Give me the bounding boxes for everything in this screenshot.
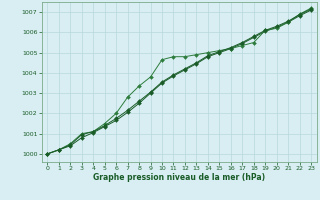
X-axis label: Graphe pression niveau de la mer (hPa): Graphe pression niveau de la mer (hPa) bbox=[93, 173, 265, 182]
